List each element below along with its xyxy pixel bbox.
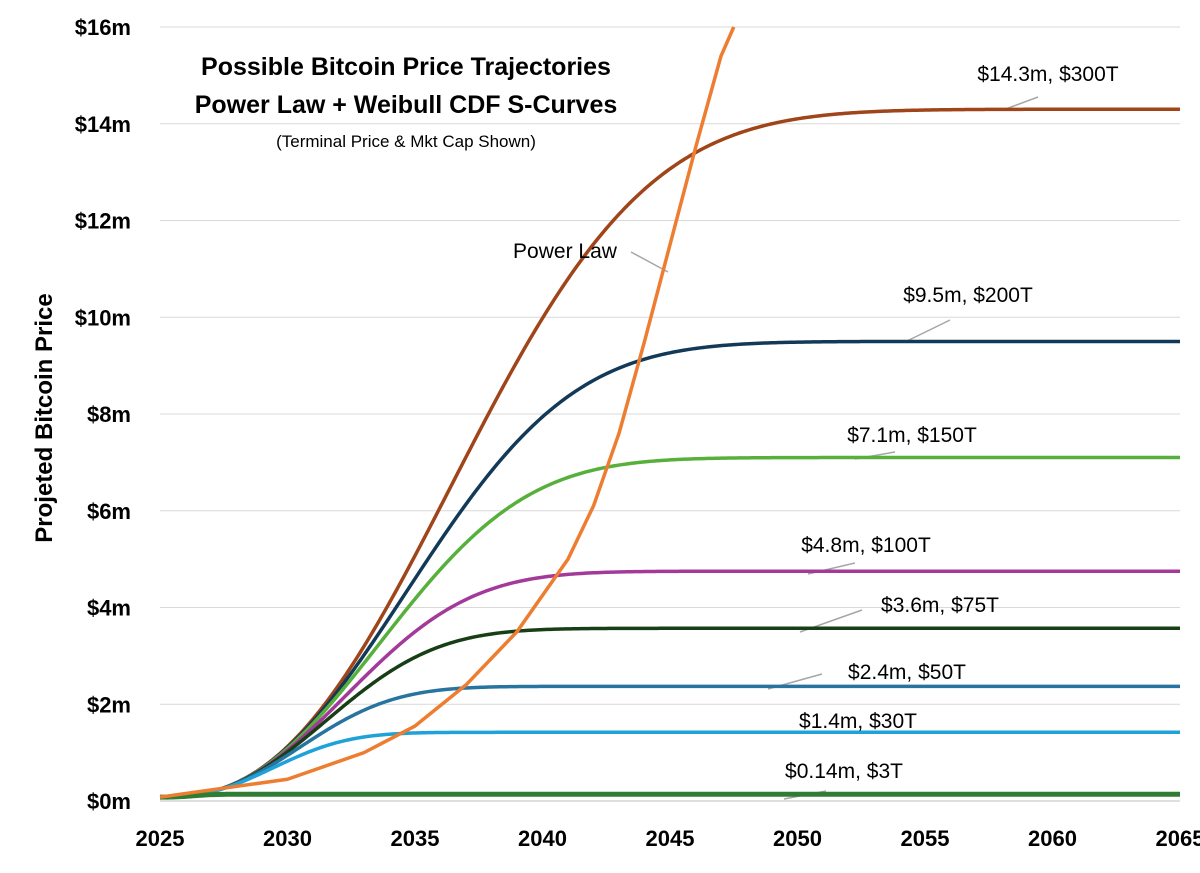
series-line-5 (160, 684, 1180, 799)
leader-line-1 (904, 319, 951, 343)
series-label-2: $7.1m, $150T (847, 424, 977, 447)
y-tick-label-1: $2m (87, 692, 131, 717)
y-tick-label-8: $16m (75, 15, 131, 40)
chart-subtitle: Power Law + Weibull CDF S-Curves (195, 91, 618, 119)
series-label-5: $2.4m, $50T (848, 661, 966, 684)
series-label-6: $1.4m, $30T (799, 710, 917, 733)
chart-title: Possible Bitcoin Price Trajectories (201, 53, 611, 81)
x-tick-label-0: 2025 (136, 826, 185, 851)
series-line-6 (160, 730, 1180, 799)
y-axis-ticks: $0m $2m $4m $6m $8m $10m $12m $14m $16m (75, 15, 131, 814)
x-tick-label-4: 2045 (646, 826, 695, 851)
y-tick-label-2: $4m (87, 596, 131, 621)
x-axis-ticks: 2025 2030 2035 2040 2045 2050 2055 2060 2065 (136, 826, 1200, 851)
power-law-label: Power Law (513, 240, 618, 263)
series-label-0: $14.3m, $300T (977, 63, 1118, 86)
series-line-2 (160, 455, 1180, 799)
x-tick-label-6: 2055 (901, 826, 950, 851)
y-tick-label-6: $12m (75, 209, 131, 234)
series-label-4: $3.6m, $75T (881, 594, 999, 617)
series-line-3 (160, 569, 1180, 799)
series-line-7 (160, 791, 1180, 800)
y-tick-label-4: $8m (87, 402, 131, 427)
x-tick-label-5: 2050 (773, 826, 822, 851)
x-tick-label-7: 2060 (1028, 826, 1077, 851)
series-line-4 (160, 626, 1180, 799)
series-line-1 (160, 339, 1180, 799)
series-lines (159, 26, 1180, 800)
y-axis-label: Projeted Bitcoin Price (31, 293, 58, 542)
x-tick-label-8: 2065 (1156, 826, 1200, 851)
series-label-7: $0.14m, $3T (785, 760, 903, 783)
leader-line-power-law (630, 251, 669, 273)
power-law-line (159, 26, 736, 799)
x-tick-label-2: 2035 (391, 826, 440, 851)
y-tick-label-0: $0m (87, 789, 131, 814)
y-tick-label-7: $14m (75, 112, 131, 137)
chart-note: (Terminal Price & Mkt Cap Shown) (276, 132, 536, 151)
x-tick-label-3: 2040 (518, 826, 567, 851)
annotations: $14.3m, $300T $9.5m, $200T $7.1m, $150T $4.… (513, 63, 1119, 783)
series-label-1: $9.5m, $200T (903, 284, 1033, 307)
series-label-3: $4.8m, $100T (801, 534, 931, 557)
x-tick-label-1: 2030 (263, 826, 312, 851)
series-line-0 (160, 107, 1180, 799)
y-tick-label-3: $6m (87, 499, 131, 524)
y-tick-label-5: $10m (75, 305, 131, 330)
